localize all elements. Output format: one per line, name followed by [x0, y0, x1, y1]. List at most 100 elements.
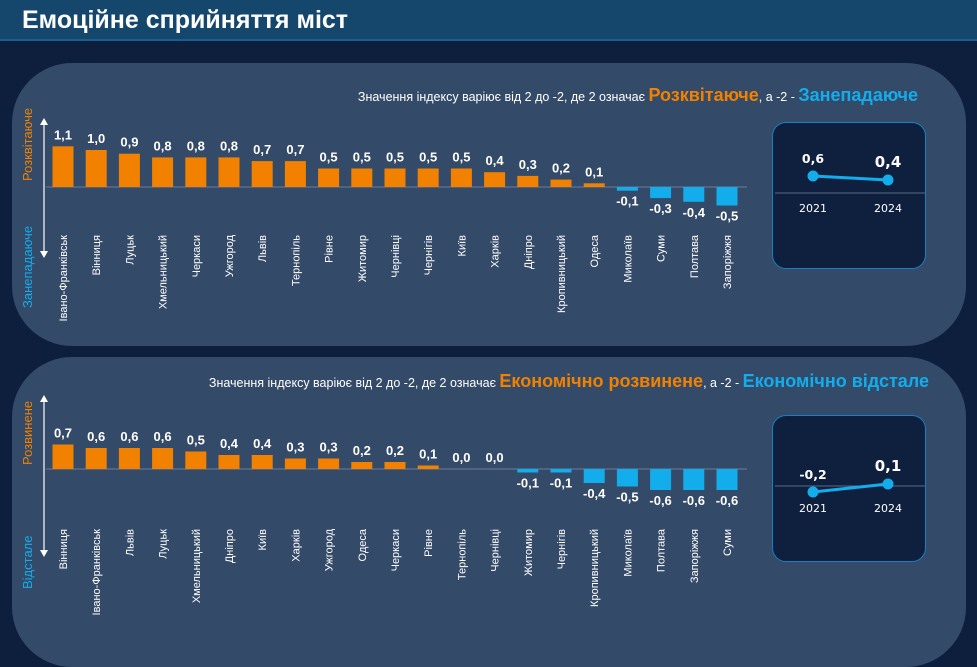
bar [683, 187, 704, 202]
data-label: 0,6 [87, 429, 105, 444]
category-label: Запоріжжя [722, 235, 734, 289]
category-label: Чернівці [490, 529, 502, 572]
bar [617, 469, 638, 487]
category-label: Ужгород [324, 528, 336, 571]
trend-year-label: 2021 [799, 202, 827, 215]
category-label: Івано-Франківськ [58, 235, 70, 322]
category-label: Луцьк [124, 235, 136, 265]
data-label: 0,4 [486, 153, 505, 168]
data-label: -0,4 [683, 205, 706, 220]
arrow-down-icon [40, 550, 48, 557]
data-label: -0,6 [716, 493, 738, 508]
bar [86, 150, 107, 187]
data-label: 0,3 [286, 440, 304, 455]
bar [318, 459, 339, 470]
bar-chart: 1,1 Івано-Франківськ 1,0 Вінниця 0,9 Луцьк 0,8… [12, 63, 772, 346]
data-label: 0,0 [452, 450, 470, 465]
data-label: 0,9 [120, 135, 138, 150]
bar [650, 469, 671, 490]
category-label: Житомир [357, 235, 369, 282]
category-label: Одеса [357, 528, 369, 561]
data-label: -0,3 [649, 201, 671, 216]
data-label: 0,2 [552, 161, 570, 176]
category-label: Дніпро [523, 235, 535, 269]
trend-point [883, 479, 894, 490]
data-label: 0,5 [187, 433, 205, 448]
data-label: 0,4 [253, 436, 272, 451]
category-label: Луцьк [158, 529, 170, 559]
data-label: 0,8 [187, 138, 205, 153]
category-label: Вінниця [91, 235, 103, 275]
data-label: 0,0 [486, 450, 504, 465]
data-label: -0,6 [683, 493, 705, 508]
arrow-up-icon [40, 395, 48, 402]
bar [451, 169, 472, 188]
bar [650, 187, 671, 198]
trend-line [813, 484, 888, 492]
bar [285, 459, 306, 470]
bar [418, 169, 439, 188]
trend-line [813, 176, 888, 180]
data-label: -0,4 [583, 486, 606, 501]
category-label: Івано-Франківськ [91, 529, 103, 616]
bar [385, 169, 406, 188]
bar [252, 161, 273, 187]
trend-value-label: 0,4 [875, 153, 902, 171]
data-label: 1,1 [54, 127, 72, 142]
data-label: 0,5 [452, 150, 470, 165]
arrow-down-icon [40, 251, 48, 258]
data-label: 0,1 [585, 164, 603, 179]
trend-year-label: 2021 [799, 502, 827, 515]
bar [119, 154, 140, 187]
bar [318, 169, 339, 188]
category-label: Рівне [423, 529, 435, 557]
bar [219, 157, 240, 187]
category-label: Хмельницький [191, 529, 203, 603]
bar [152, 448, 173, 469]
category-label: Рівне [324, 235, 336, 263]
data-label: 1,0 [87, 131, 105, 146]
category-label: Кропивницький [556, 235, 568, 313]
bar [683, 469, 704, 490]
data-label: 0,7 [54, 426, 72, 441]
category-label: Миколаїв [622, 235, 634, 283]
bar [185, 452, 206, 470]
data-label: 0,2 [386, 443, 404, 458]
bar-chart: 0,7Вінниця0,6Івано-Франківськ0,6Львів0,6… [12, 357, 772, 667]
category-label: Київ [257, 529, 269, 551]
category-label: Ужгород [224, 234, 236, 277]
data-label: 0,5 [353, 150, 371, 165]
category-label: Суми [722, 529, 734, 556]
data-label: 0,8 [220, 138, 238, 153]
trend-year-label: 2024 [874, 202, 902, 215]
bar [185, 157, 206, 187]
category-label: Чернігів [423, 235, 435, 276]
data-label: 0,3 [320, 440, 338, 455]
data-label: -0,1 [550, 476, 572, 491]
category-label: Житомир [523, 529, 535, 576]
title-bar: Емоційне сприйняття міст [0, 0, 977, 41]
data-label: 0,3 [519, 157, 537, 172]
bar [584, 469, 605, 483]
category-label: Вінниця [58, 529, 70, 569]
trend-year-label: 2024 [874, 502, 902, 515]
data-label: 0,6 [120, 429, 138, 444]
category-label: Харків [490, 235, 502, 268]
category-label: Чернігів [556, 529, 568, 570]
category-label: Суми [656, 235, 668, 262]
category-label: Дніпро [224, 529, 236, 563]
data-label: -0,5 [616, 490, 638, 505]
subtitle-negative: Занепадаюче [798, 85, 918, 105]
data-label: 0,5 [386, 150, 404, 165]
bar [351, 169, 372, 188]
bar [152, 157, 173, 187]
bar [351, 462, 372, 469]
category-label: Чернівці [390, 235, 402, 278]
category-label: Тернопіль [456, 529, 468, 580]
bar [418, 466, 439, 470]
category-label: Київ [456, 235, 468, 257]
category-label: Кропивницький [589, 529, 601, 607]
